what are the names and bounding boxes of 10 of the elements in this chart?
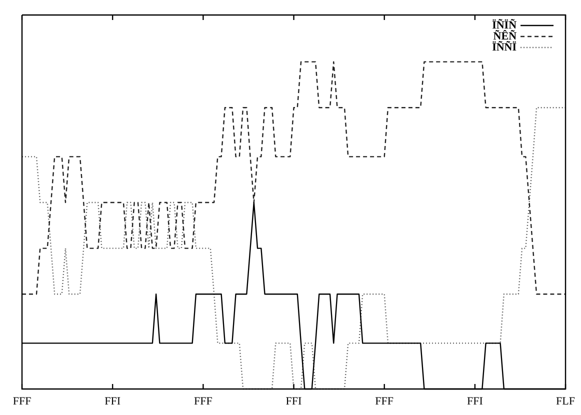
x-tick-label: FFF xyxy=(12,395,32,408)
x-tick-label: FFF xyxy=(194,395,212,408)
x-tick-label: FFF xyxy=(375,395,394,408)
legend-label: ÏÑÏÑ xyxy=(492,18,517,32)
legend-label: ÑÊÑ xyxy=(493,29,517,42)
x-tick-label: FFI xyxy=(286,395,302,408)
x-tick-label: FFI xyxy=(104,395,121,408)
x-tick-label: FFI xyxy=(466,395,484,408)
x-tick-label: FLF xyxy=(556,395,576,408)
legend-label: ÏÑÑÏ xyxy=(492,40,517,54)
